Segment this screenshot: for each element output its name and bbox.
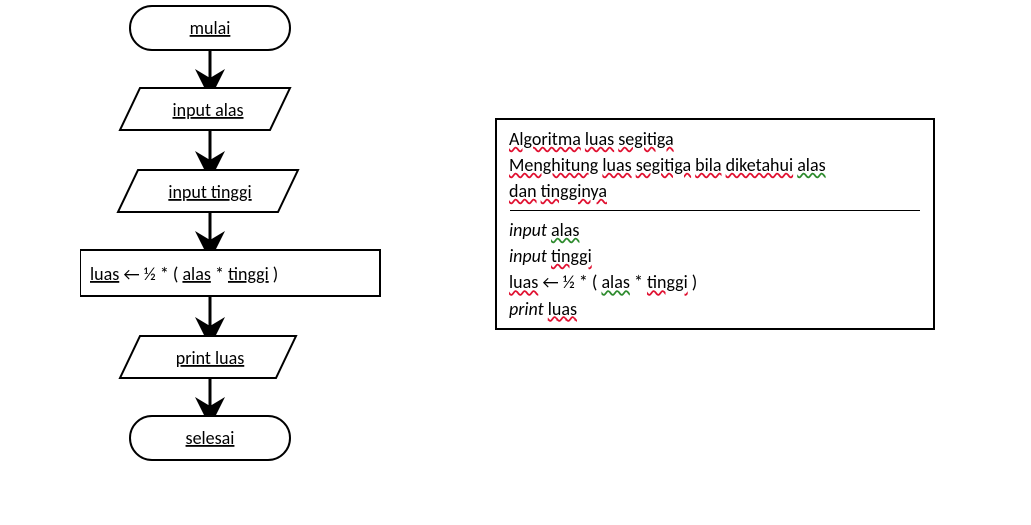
print-label: print luas [176,347,245,369]
node-print: print luas [120,336,296,378]
pseudo-line-2: Menghitung luas segitiga bila diketahui … [509,152,921,178]
pseudo-b3: luas ← ½ * ( alas * tinggi ) [509,269,921,295]
t-luas: luas [585,128,614,150]
svg-text:luas ← ½: luas ← ½ * ( alas * tinggi ) [90,263,278,285]
flowchart: mulai input alas input tinggi [80,0,440,525]
t-luas2: luas [602,154,631,176]
t-dan: dan [509,180,537,202]
input-tinggi-label: input tinggi [168,181,251,203]
v-tinggi: tinggi [551,245,592,267]
start-label: mulai [190,17,231,39]
process-suffix: ) [273,263,278,285]
v-luas: luas [509,271,538,293]
canvas: mulai input alas input tinggi [0,0,1031,523]
process-tinggi: tinggi [228,263,269,285]
pseudo-line-1: Algoritma luas segitiga [509,126,921,152]
node-input-alas: input alas [120,88,290,130]
t-algoritma: Algoritma [509,128,581,150]
pseudocode-body: input alas input tinggi luas ← ½ * ( ala… [497,211,933,327]
t-bila: bila [695,154,721,176]
t-tingginya: tingginya [541,180,607,202]
node-end: selesai [130,416,290,460]
t-alas: alas [797,154,825,176]
times: * [634,271,647,293]
kw-input2: input [509,245,547,267]
input-alas-label: input alas [172,99,243,121]
pseudocode-header: Algoritma luas segitiga Menghitung luas … [497,120,933,210]
pseudocode-box: Algoritma luas segitiga Menghitung luas … [495,118,935,330]
process-sep: * [215,263,228,285]
v-alas2: alas [601,271,629,293]
process-arrow: ← [123,263,143,285]
svg-text:print luas: print luas [176,347,245,369]
arrow-assign: ← [542,271,562,293]
half-expr: ½ * ( [563,271,598,293]
process-half: ½ * ( [144,263,179,285]
kw-print: print [509,298,544,320]
node-process: luas ← ½ * ( alas * tinggi ) [80,250,380,296]
t-diketahui: diketahui [726,154,794,176]
kw-input1: input [509,219,547,241]
pseudo-b2: input tinggi [509,243,921,269]
t-segitiga2: segitiga [636,154,691,176]
node-start: mulai [130,6,290,50]
svg-text:selesai: selesai [186,427,235,449]
flowchart-svg: mulai input alas input tinggi [80,0,440,520]
process-luas: luas [90,263,119,285]
process-alas: alas [182,263,210,285]
pseudo-b4: print luas [509,296,921,322]
v-alas: alas [551,219,579,241]
svg-text:mulai: mulai [190,17,231,39]
v-tinggi2: tinggi [647,271,688,293]
pseudo-b1: input alas [509,217,921,243]
v-luas2: luas [548,298,577,320]
end-label: selesai [186,427,235,449]
rparen: ) [692,271,697,293]
svg-text:input alas: input alas [172,99,243,121]
node-input-tinggi: input tinggi [118,170,298,212]
svg-text:input tinggi: input tinggi [168,181,251,203]
t-menghitung: Menghitung [509,154,598,176]
pseudo-line-3: dan tingginya [509,178,921,204]
t-segitiga: segitiga [618,128,673,150]
